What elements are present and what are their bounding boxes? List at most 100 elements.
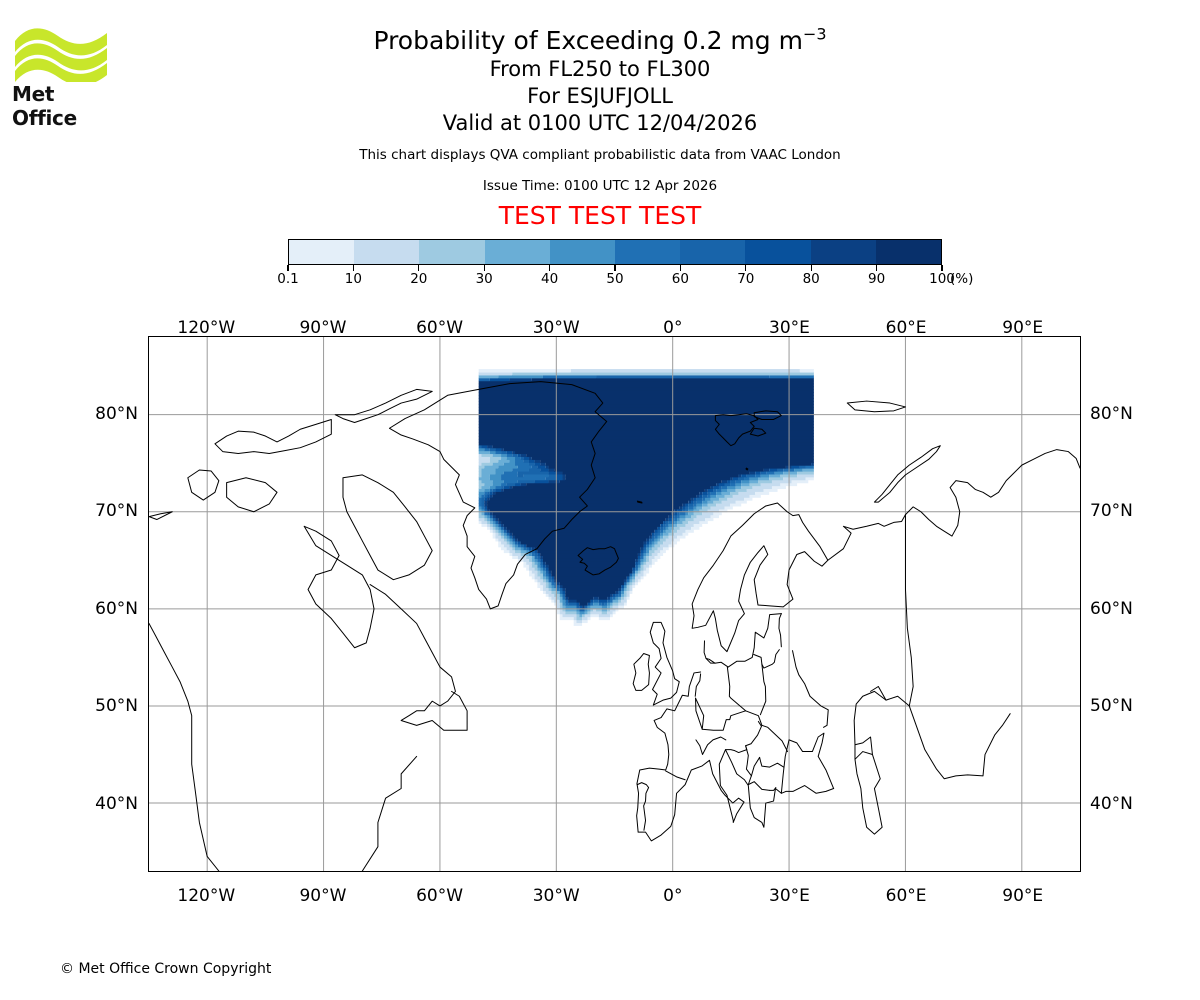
country-border-6	[724, 720, 762, 754]
colorbar-tick-5	[614, 265, 616, 271]
page-title: Probability of Exceeding 0.2 mg m−3	[0, 26, 1200, 56]
colorbar-tick-label-0: 0.1	[277, 271, 299, 287]
coastline-segment-2	[714, 413, 759, 447]
lon-label-bottom-2: 60°W	[416, 886, 464, 906]
colorbar-band-8	[810, 240, 876, 264]
lon-label-bottom-5: 30°E	[769, 886, 810, 906]
country-border-17	[753, 654, 763, 665]
coastline-segment-14	[854, 751, 883, 835]
coastline-segment-8	[873, 445, 941, 503]
colorbar-band-4	[549, 240, 616, 264]
colorbar-tick-10	[941, 265, 943, 271]
colorbar-band-6	[680, 240, 746, 264]
lat-label-left-3: 50°N	[95, 696, 138, 717]
lat-label-left-1: 70°N	[95, 501, 138, 522]
colorbar-tick-labels: 0.1 10 20 30 40 50 60 70 80 90 100	[277, 271, 955, 289]
chart-header: Probability of Exceeding 0.2 mg m−3 From…	[0, 0, 1200, 231]
coastline-segment-12	[788, 732, 835, 790]
lon-label-bottom-6: 60°E	[885, 886, 927, 906]
coastline-segment-1	[577, 546, 619, 576]
coastline-segment-17	[632, 653, 650, 691]
country-border-10	[747, 781, 771, 791]
valid-time-subtitle: Valid at 0100 UTC 12/04/2026	[442, 111, 758, 135]
lat-label-right-2: 60°N	[1090, 598, 1133, 619]
colorbar-band-7	[745, 240, 811, 264]
coastline-segment-19	[214, 418, 332, 454]
lon-label-bottom-7: 90°E	[1002, 886, 1044, 906]
met-office-waves-icon	[15, 28, 107, 82]
map-gridlines	[149, 337, 1080, 871]
colorbar-tick-label-6: 60	[671, 271, 689, 287]
colorbar-band-3	[484, 240, 550, 264]
country-border-22	[854, 736, 873, 756]
lat-label-right-0: 80°N	[1090, 403, 1133, 424]
test-banner: TEST TEST TEST	[498, 201, 702, 230]
colorbar-tick-marks	[287, 265, 943, 272]
country-border-12	[665, 770, 686, 781]
colorbar-tick-label-8: 80	[802, 271, 820, 287]
colorbar-tick-3	[483, 265, 485, 271]
met-office-logo-text: Met Office	[12, 82, 77, 130]
lat-label-right-4: 40°N	[1090, 793, 1133, 814]
coastline-segment-21	[226, 477, 278, 513]
coastline-segment-26	[149, 622, 220, 871]
country-border-18	[778, 613, 782, 648]
coastline-segment-5	[745, 467, 749, 471]
met-office-logo: Met Office	[12, 20, 120, 130]
qva-compliance-note: This chart displays QVA compliant probab…	[359, 147, 841, 163]
coastline-segment-22	[342, 474, 433, 581]
lon-label-bottom-4: 0°	[663, 886, 683, 906]
volcano-subtitle: For ESJUFJOLL	[527, 84, 673, 108]
colorbar-tick-8	[810, 265, 812, 271]
lon-label-bottom-1: 90°W	[299, 886, 347, 906]
copyright-notice: © Met Office Crown Copyright	[60, 961, 272, 977]
country-border-19	[853, 514, 914, 760]
lon-label-top-3: 30°W	[532, 318, 580, 338]
lat-label-right-1: 70°N	[1090, 501, 1133, 522]
lon-label-top-0: 120°W	[177, 318, 236, 338]
coastline-segment-11	[636, 671, 835, 842]
colorbar-tick-9	[875, 265, 878, 271]
country-border-13	[636, 782, 650, 831]
colorbar-tick-label-5: 50	[606, 271, 624, 287]
colorbar-band-0	[289, 240, 355, 264]
lat-label-left-2: 60°N	[95, 598, 138, 619]
coastline-segment-25	[361, 755, 418, 871]
coastline-segment-27	[149, 511, 173, 521]
colorbar-band-2	[419, 240, 485, 264]
colorbar-band-5	[615, 240, 681, 264]
lat-label-left-0: 80°N	[95, 403, 138, 424]
country-border-4	[761, 649, 780, 669]
country-border-9	[750, 756, 761, 777]
colorbar-bands	[288, 239, 942, 265]
colorbar-unit-label: (%)	[950, 271, 974, 287]
coastline-segment-15	[827, 449, 1080, 561]
country-border-11	[769, 787, 777, 791]
lat-label-left-4: 40°N	[95, 793, 138, 814]
colorbar-tick-7	[745, 265, 747, 271]
lat-label-right-3: 50°N	[1090, 696, 1133, 717]
country-border-21	[870, 685, 887, 701]
country-border-2	[726, 666, 747, 712]
coastline-segment-3	[753, 410, 782, 420]
coastline-segment-0	[388, 381, 608, 610]
colorbar-tick-label-4: 40	[541, 271, 559, 287]
colorbar-tick-label-9: 90	[868, 271, 886, 287]
colorbar-tick-label-7: 70	[737, 271, 755, 287]
lon-label-top-1: 90°W	[299, 318, 347, 338]
lon-label-bottom-0: 120°W	[177, 886, 236, 906]
country-border-0	[695, 697, 789, 753]
map-canvas	[149, 337, 1080, 871]
map-coastlines	[149, 381, 1080, 871]
coastline-segment-7	[846, 400, 906, 413]
coastline-segment-16	[649, 621, 680, 706]
coastline-segment-6	[636, 500, 643, 504]
country-border-15	[694, 673, 702, 697]
lon-label-top-7: 90°E	[1002, 318, 1044, 338]
colorbar-band-1	[354, 240, 420, 264]
probability-colorbar: 0.1 10 20 30 40 50 60 70 80 90 100 (%)	[277, 239, 973, 287]
issue-time-text: Issue Time: 0100 UTC 12 Apr 2026	[482, 178, 718, 194]
page-title-text: Probability of Exceeding 0.2 mg m	[373, 26, 803, 55]
colorbar-tick-1	[352, 265, 355, 271]
lon-label-top-5: 30°E	[769, 318, 810, 338]
